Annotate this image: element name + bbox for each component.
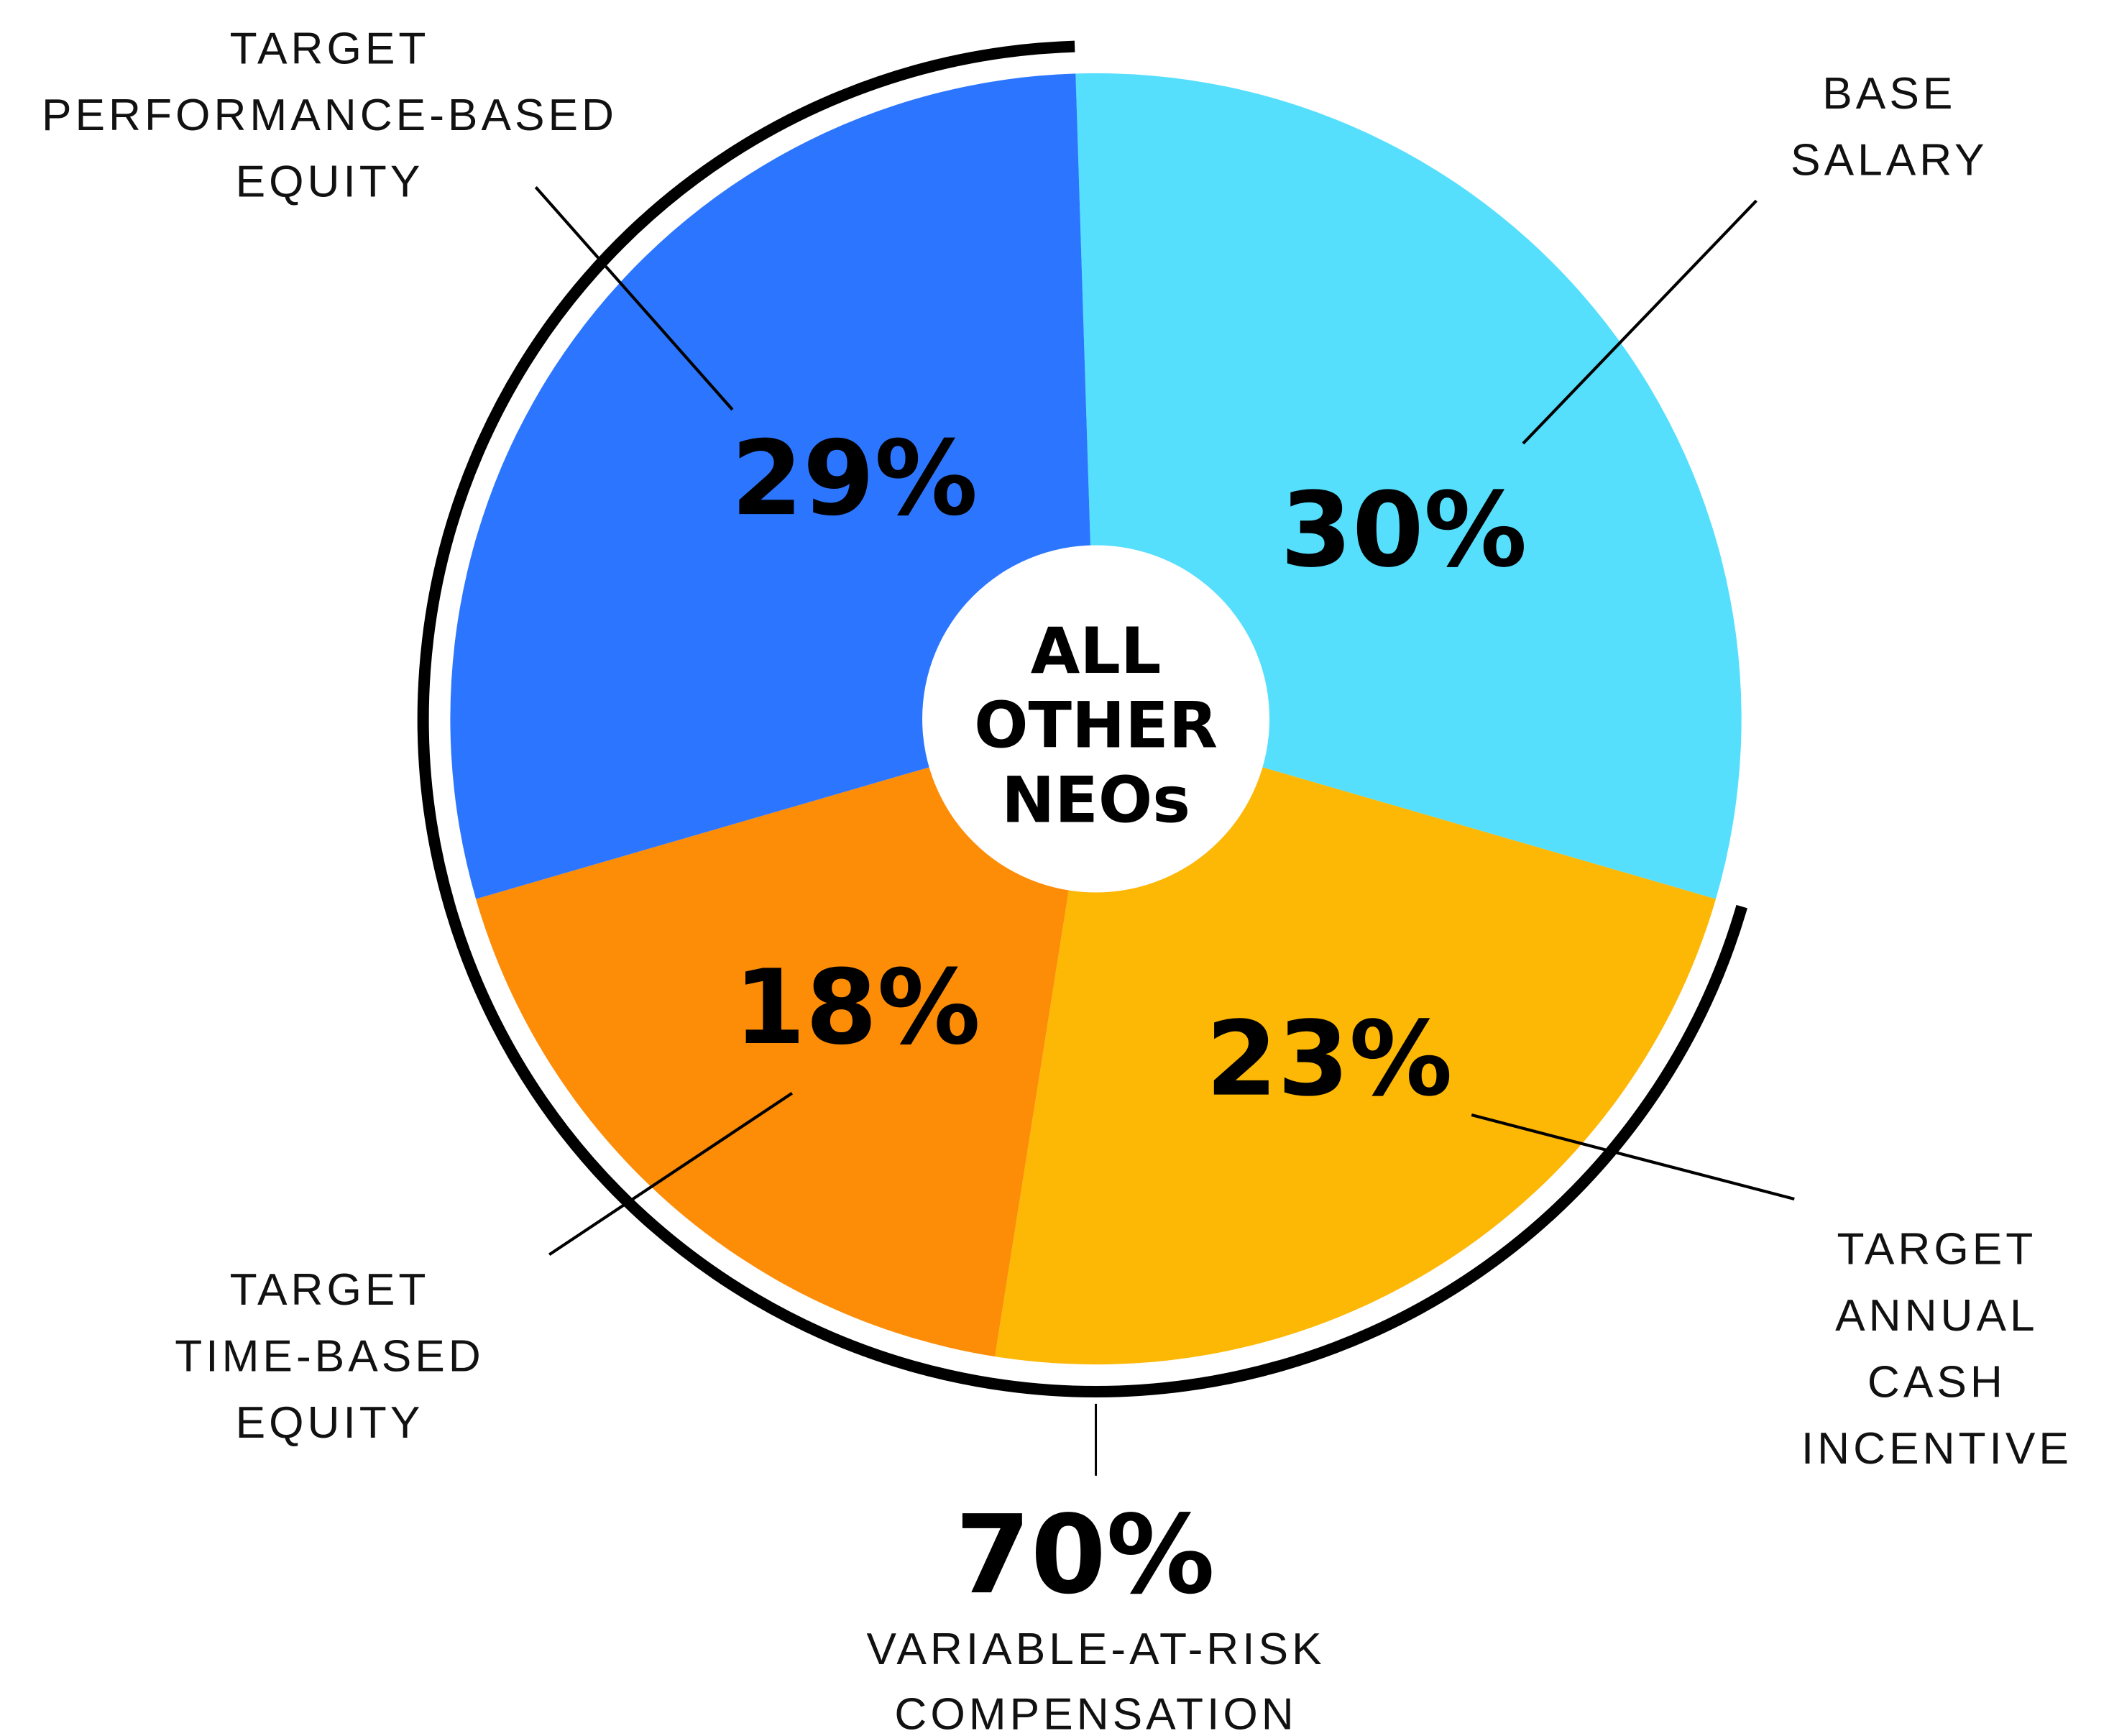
slice-value-time: 18%: [734, 947, 980, 1067]
center-label-line: NEOs: [1001, 763, 1190, 837]
leader-line-time: [548, 1092, 794, 1257]
slice-label-base: SALARY: [1791, 135, 1988, 185]
slice-label-perf: TARGET: [230, 24, 430, 74]
slice-label-time: TARGET: [230, 1265, 430, 1315]
slice-label-perf: EQUITY: [236, 157, 424, 207]
slice-label-annual: CASH: [1867, 1357, 2006, 1407]
slice-label-base: BASE: [1822, 69, 1956, 119]
pie-slice-time: [476, 719, 1096, 1357]
center-hole: [922, 545, 1270, 893]
leader-lines: [534, 186, 1795, 1257]
slice-value-annual: 23%: [1205, 999, 1452, 1119]
slice-label-time: EQUITY: [236, 1398, 424, 1448]
variable-compensation-label: VARIABLE-AT-RISK: [867, 1625, 1325, 1674]
center-label-line: ALL: [1031, 614, 1162, 688]
slice-value-perf: 29%: [731, 418, 978, 538]
slice-label-annual: TARGET: [1837, 1225, 2036, 1275]
slice-category-labels: BASE SALARY TARGET ANNUAL CASH INCENTIVE TARGE…: [42, 24, 2072, 1474]
leader-line-base: [1522, 199, 1758, 445]
slice-label-annual: INCENTIVE: [1801, 1424, 2072, 1474]
slice-value-labels: 30% 23% 18% 29%: [731, 418, 1527, 1119]
pie-slice-annual: [995, 719, 1717, 1365]
slice-label-time: TIME-BASED: [175, 1332, 484, 1382]
center-label-line: OTHER: [974, 689, 1218, 763]
leader-line-annual: [1471, 1113, 1795, 1200]
slice-label-annual: ANNUAL: [1835, 1291, 2039, 1341]
leader-line-perf: [534, 186, 734, 411]
variable-compensation-label: COMPENSATION: [894, 1690, 1297, 1736]
variable-compensation-summary: 70% VARIABLE-AT-RISK COMPENSATION: [867, 1492, 1325, 1736]
variable-compensation-value: 70%: [955, 1492, 1215, 1618]
slice-label-perf: PERFORMANCE-BASED: [42, 91, 617, 140]
variable-compensation-arc: [417, 40, 1747, 1397]
slice-value-base: 30%: [1280, 470, 1527, 590]
